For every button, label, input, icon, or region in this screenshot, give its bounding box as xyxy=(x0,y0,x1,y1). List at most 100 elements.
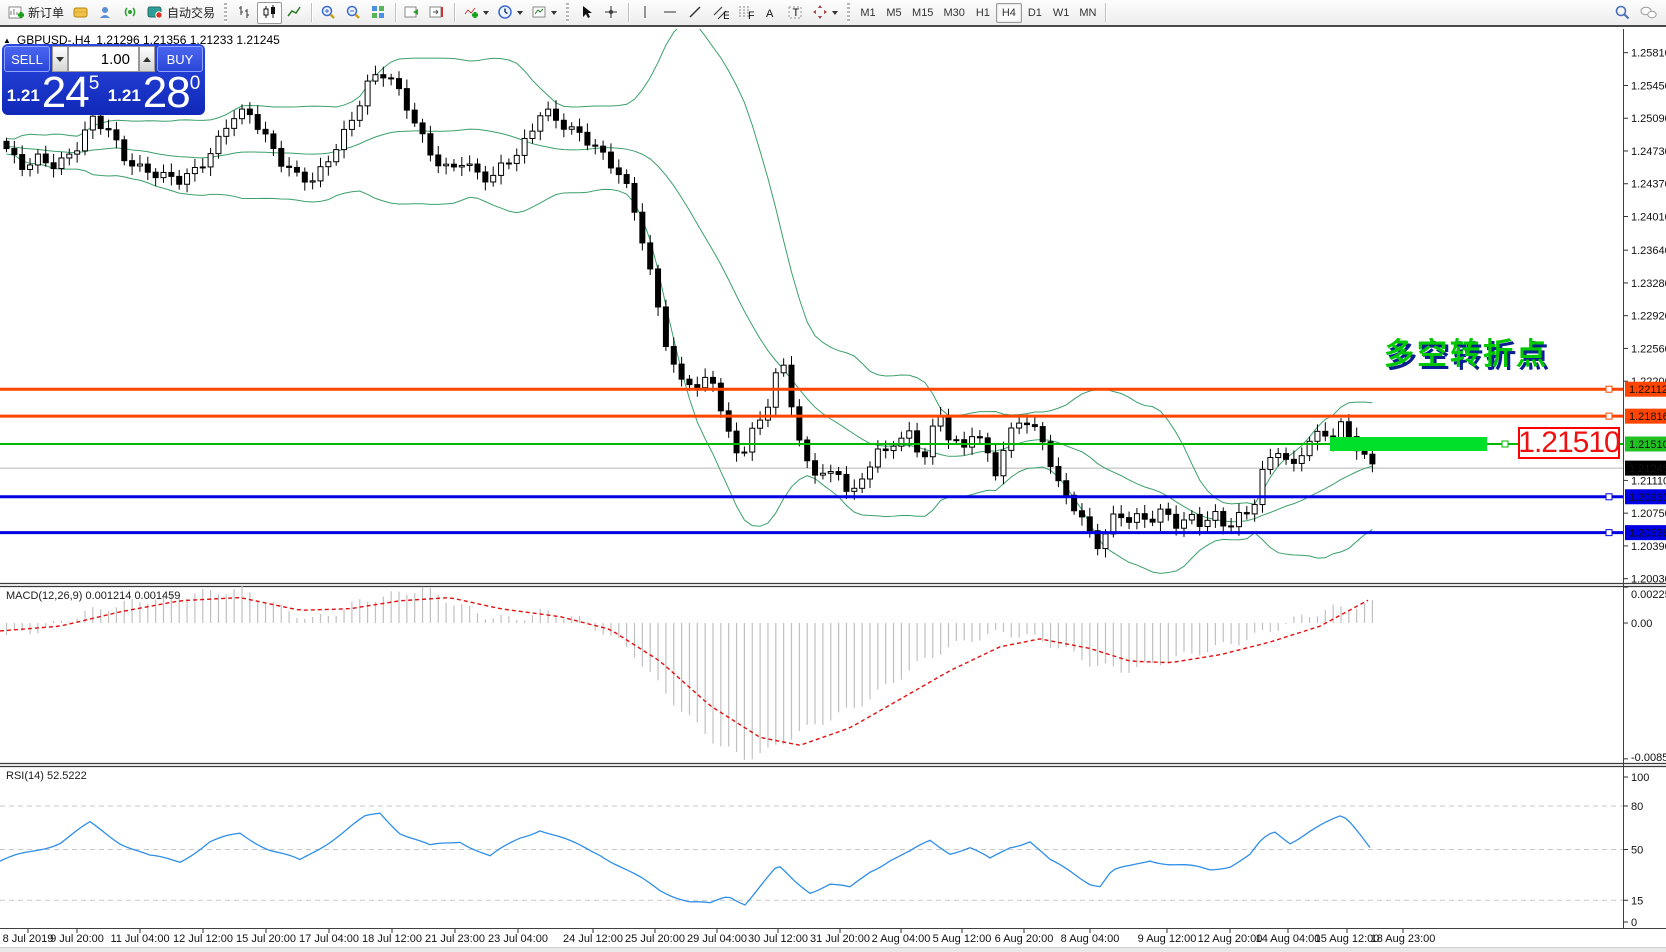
new-order-button[interactable]: 新订单 xyxy=(4,2,68,24)
volume-decrease-button[interactable] xyxy=(52,46,68,72)
candle-body xyxy=(827,471,834,474)
candle-body xyxy=(1063,480,1070,496)
highlight-rectangle[interactable] xyxy=(1330,437,1487,451)
zoom-out-icon xyxy=(345,4,362,21)
candle-body xyxy=(215,135,222,155)
collapse-triangle-icon[interactable]: ▲ xyxy=(3,35,11,45)
candle-body xyxy=(466,163,473,166)
timeframe-m1[interactable]: M1 xyxy=(860,6,876,19)
candle-body xyxy=(231,118,238,129)
line-handle[interactable] xyxy=(1605,529,1613,537)
price-callout-box[interactable]: 1.21510 xyxy=(1518,426,1621,459)
horizontal-line-1.22112[interactable] xyxy=(0,385,1623,393)
buy-price-display[interactable]: 1.21 28 0 xyxy=(105,71,203,115)
cursor-tool-button[interactable] xyxy=(574,2,599,24)
search-button[interactable] xyxy=(1610,2,1635,24)
auto-scroll-button[interactable] xyxy=(400,2,425,24)
timeframe-h1[interactable]: H1 xyxy=(975,6,990,19)
chat-button[interactable] xyxy=(1635,2,1662,24)
line-handle[interactable] xyxy=(1605,412,1613,420)
macd-signal-line xyxy=(0,596,1369,747)
candle-body xyxy=(607,151,614,169)
candle-body xyxy=(639,211,646,244)
layouts-button[interactable] xyxy=(68,2,93,24)
candle-body xyxy=(105,128,112,131)
sell-price-display[interactable]: 1.21 24 5 xyxy=(4,71,102,115)
candles xyxy=(3,65,1376,558)
periods-button[interactable] xyxy=(493,2,527,24)
fibonacci-tool-button[interactable]: F xyxy=(733,2,758,24)
line-handle[interactable] xyxy=(1605,493,1613,501)
candle-body xyxy=(348,119,355,130)
sell-button[interactable]: SELL xyxy=(4,46,50,72)
profile-button[interactable] xyxy=(93,2,118,24)
timeframe-m5[interactable]: M5 xyxy=(886,6,902,19)
candle-body xyxy=(819,472,826,476)
toolbar-separator xyxy=(395,3,397,22)
timeframe-d1[interactable]: D1 xyxy=(1027,6,1042,19)
candle-body xyxy=(576,126,583,133)
timeframe-w1[interactable]: W1 xyxy=(1052,6,1070,19)
volume-increase-button[interactable] xyxy=(139,46,155,72)
candle-body xyxy=(74,150,81,155)
candle-body xyxy=(1361,450,1368,455)
chart-shift-button[interactable] xyxy=(425,2,450,24)
candle-body xyxy=(11,148,18,156)
candle-body xyxy=(50,162,57,170)
horizontal-line-tool-button[interactable] xyxy=(658,2,683,24)
text-tool-button[interactable]: A xyxy=(758,2,783,24)
timeframe-m30[interactable]: M30 xyxy=(943,6,965,19)
buy-price-base: 1.21 xyxy=(107,86,141,105)
horizontal-line-1.20930[interactable] xyxy=(0,493,1623,501)
timeframe-h4[interactable]: H4 xyxy=(995,2,1022,23)
indicators-button[interactable] xyxy=(459,2,493,24)
candlestick-button[interactable] xyxy=(257,1,283,24)
toolbar-grip xyxy=(847,2,851,23)
horizontal-line-1.20536[interactable] xyxy=(0,529,1623,537)
volume-input[interactable]: 1.00 xyxy=(68,46,139,72)
svg-text:31 Jul 20:00: 31 Jul 20:00 xyxy=(810,933,870,945)
candle-body xyxy=(1306,440,1313,457)
candle-body xyxy=(450,163,457,168)
candle-body xyxy=(1243,512,1250,515)
horizontal-line-1.21510[interactable] xyxy=(0,437,1623,451)
candle-body xyxy=(741,451,748,454)
templates-button[interactable] xyxy=(527,2,561,24)
arrows-tool-button[interactable] xyxy=(808,2,842,24)
svg-text:1.20750: 1.20750 xyxy=(1631,508,1666,520)
signals-button[interactable] xyxy=(118,2,143,24)
clock-icon xyxy=(497,4,514,21)
svg-text:A: A xyxy=(766,8,774,20)
trendline-tool-button[interactable] xyxy=(683,2,708,24)
chart-annotation-text[interactable]: 多空转折点 xyxy=(1384,338,1549,371)
buy-button[interactable]: BUY xyxy=(157,46,203,72)
svg-text:1.24730: 1.24730 xyxy=(1631,146,1666,158)
zoom-in-button[interactable] xyxy=(316,2,341,24)
person-icon xyxy=(97,4,114,21)
zoom-out-button[interactable] xyxy=(341,2,366,24)
toolbar-separator xyxy=(454,3,456,22)
horizontal-line-1.21816[interactable] xyxy=(0,412,1623,420)
vertical-line-icon xyxy=(637,4,654,21)
crosshair-tool-button[interactable] xyxy=(599,2,624,24)
vertical-line-tool-button[interactable] xyxy=(633,2,658,24)
auto-trading-button[interactable]: 自动交易 xyxy=(143,2,219,24)
timeframe-mn[interactable]: MN xyxy=(1079,6,1097,19)
channel-tool-button[interactable]: E xyxy=(708,2,733,24)
candle-body xyxy=(144,163,151,173)
candle-body xyxy=(1212,511,1219,521)
price-axis[interactable]: 1.25810 1.25450 1.25090 1.24730 1.24370 1.240… xyxy=(1623,48,1666,586)
candle-body xyxy=(411,109,418,124)
tile-windows-button[interactable] xyxy=(366,2,391,24)
text-label-tool-button[interactable]: T xyxy=(783,2,808,24)
line-chart-button[interactable] xyxy=(282,2,307,24)
timeframe-m15[interactable]: M15 xyxy=(912,6,934,19)
candle-body xyxy=(1133,513,1140,523)
bar-chart-button[interactable] xyxy=(232,2,257,24)
line-handle[interactable] xyxy=(1605,385,1613,393)
line-handle[interactable] xyxy=(1501,440,1509,448)
auto-scroll-icon xyxy=(404,4,421,21)
